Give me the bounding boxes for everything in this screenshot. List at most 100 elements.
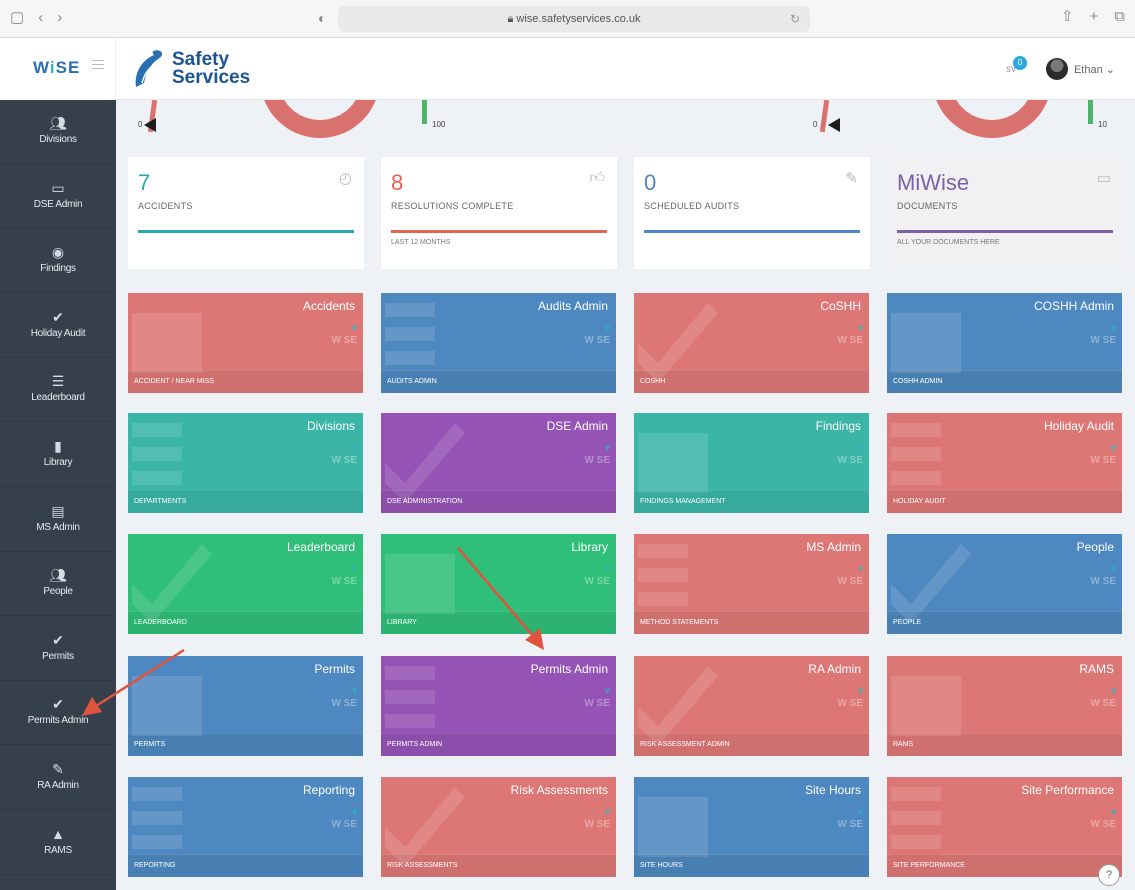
thumbs-up-icon: 👍︎: [589, 169, 605, 186]
notifications-button[interactable]: sv 0: [1006, 56, 1028, 80]
notification-badge: 0: [1012, 56, 1027, 70]
sidebar-item-ms-admin[interactable]: ▤ MS Admin: [0, 488, 116, 552]
people-icon: 👥︎: [49, 567, 67, 584]
stat-card[interactable]: 8 RESOLUTIONS COMPLETE 👍︎ LAST 12 MONTHS: [381, 157, 617, 269]
sidebar-item-label: RAMS: [44, 844, 72, 856]
mouse-icon: ◴: [338, 170, 352, 187]
tile-ms-admin[interactable]: MS Admin ▾ W SE METHOD STATEMENTS: [634, 534, 869, 634]
wise-watermark: ▾ W SE: [331, 564, 357, 587]
tile-background-icon: [385, 303, 435, 365]
stat-progress-rule: [897, 230, 1113, 233]
stat-progress-rule: [138, 230, 354, 233]
tile-risk-assessments[interactable]: Risk Assessments ▾ W SE RISK ASSESSMENTS: [381, 777, 616, 877]
sidebar-item-label: People: [43, 586, 73, 598]
gauge-strip: 0 100 0 10: [116, 100, 1135, 142]
people-icon: 👥︎: [49, 115, 67, 131]
tile-coshh[interactable]: CoSHH ▾ W SE COSHH: [634, 293, 869, 393]
check-icon: ✔: [52, 631, 64, 648]
tile-coshh-admin[interactable]: COSHH Admin ▾ W SE COSHH ADMIN: [887, 293, 1122, 393]
wise-watermark-text: W SE: [837, 455, 863, 466]
tabs-overview-icon[interactable]: ⧉: [1114, 8, 1125, 25]
tile-title: People: [1076, 540, 1114, 554]
privacy-shield-icon[interactable]: ◐: [318, 10, 327, 26]
sidebar-item-people[interactable]: 👥︎ People: [0, 552, 116, 617]
wise-watermark: ▾ W SE: [584, 443, 610, 466]
tile-background-icon: [638, 303, 718, 383]
tile-holiday-audit[interactable]: Holiday Audit ▾ W SE HOLIDAY AUDIT: [887, 413, 1122, 513]
forward-icon[interactable]: ›: [57, 9, 63, 26]
sidebar-item-label: MS Admin: [36, 521, 80, 533]
address-bar[interactable]: 🔒︎ wise.safetyservices.co.uk ↻: [338, 6, 810, 32]
tile-footer: RAMS: [887, 733, 1122, 756]
sidebar-item-label: Findings: [40, 263, 76, 275]
check-icon: ✔: [52, 308, 64, 325]
tile-footer: COSHH: [634, 370, 869, 393]
sidebar-item-library[interactable]: ▮ Library: [0, 423, 116, 487]
tile-findings[interactable]: Findings ▾ W SE FINDINGS MANAGEMENT: [634, 413, 869, 513]
sidebar-item-leaderboard[interactable]: ☰ Leaderboard: [0, 358, 116, 423]
tile-site-hours[interactable]: Site Hours ▾ W SE SITE HOURS: [634, 777, 869, 877]
tile-audits-admin[interactable]: Audits Admin ▾ W SE AUDITS ADMIN: [381, 293, 616, 393]
sidebar-item-ra-admin[interactable]: ✎ RA Admin: [0, 746, 116, 810]
monitor-icon: ▭: [51, 179, 65, 196]
help-button[interactable]: ?: [1098, 864, 1120, 886]
wise-logo[interactable]: WiSE: [33, 58, 81, 77]
tile-title: CoSHH: [820, 299, 861, 313]
tile-permits[interactable]: Permits ▾ W SE PERMITS: [128, 656, 363, 756]
back-icon[interactable]: ‹: [38, 9, 44, 26]
tile-permits-admin[interactable]: Permits Admin ▾ W SE PERMITS ADMIN: [381, 656, 616, 756]
wise-watermark-text: W SE: [837, 698, 863, 709]
tile-rams[interactable]: RAMS ▾ W SE RAMS: [887, 656, 1122, 756]
tile-title: MS Admin: [806, 540, 861, 554]
wise-watermark: ▾ W SE: [584, 686, 610, 709]
user-menu[interactable]: Ethan ⌄: [1045, 58, 1115, 80]
wise-watermark-text: W SE: [1090, 576, 1116, 587]
reload-icon[interactable]: ↻: [789, 12, 800, 26]
company-name-line1: Safety: [172, 49, 230, 70]
wise-watermark-text: W SE: [584, 576, 610, 587]
wise-watermark-text: W SE: [837, 335, 863, 346]
tile-background-icon: [891, 313, 961, 373]
wise-watermark: ▾ W SE: [331, 807, 357, 830]
tile-title: DSE Admin: [546, 419, 608, 433]
stat-value: 0: [644, 170, 657, 195]
folder-icon: ▭: [1096, 170, 1111, 187]
sidebar-item-dse-admin[interactable]: ▭ DSE Admin: [0, 165, 116, 229]
gauge-pointer-icon: [828, 118, 840, 132]
tile-reporting[interactable]: Reporting ▾ W SE REPORTING: [128, 777, 363, 877]
sidebar-item-label: RA Admin: [37, 780, 79, 791]
stat-subtitle: LAST 12 MONTHS: [391, 239, 451, 246]
tile-footer: LEADERBOARD: [128, 611, 363, 634]
new-tab-icon[interactable]: +: [1089, 8, 1099, 25]
sidebar-toggle-icon[interactable]: ▢: [10, 9, 25, 26]
tile-site-performance[interactable]: Site Performance ▾ W SE SITE PERFORMANCE: [887, 777, 1122, 877]
sidebar-item-holiday-audit[interactable]: ✔ Holiday Audit: [0, 294, 116, 358]
sidebar-item-rams[interactable]: ▲ RAMS: [0, 811, 116, 875]
tile-title: Audits Admin: [537, 299, 608, 313]
tile-divisions[interactable]: Divisions ▾ W SE DEPARTMENTS: [128, 413, 363, 513]
tile-library[interactable]: Library ▾ W SE LIBRARY: [381, 534, 616, 634]
sidebar-item-label: Holiday Audit: [30, 327, 86, 339]
tile-footer: DSE ADMINISTRATION: [381, 490, 616, 513]
gauge-ring: [260, 100, 380, 138]
tile-ra-admin[interactable]: RA Admin ▾ W SE RISK ASSESSMENT ADMIN: [634, 656, 869, 756]
wise-watermark: ▾ W SE: [1090, 564, 1116, 587]
edit-icon: ✎: [845, 170, 858, 187]
stat-card[interactable]: 0 SCHEDULED AUDITS ✎: [634, 157, 870, 269]
sidebar-item-permits[interactable]: ✔ Permits: [0, 617, 116, 681]
stat-card[interactable]: MiWise DOCUMENTS ▭ ALL YOUR DOCUMENTS HERE: [887, 157, 1123, 269]
sidebar-item-divisions[interactable]: 👥︎ Divisions: [0, 100, 116, 164]
tile-title: Site Hours: [804, 783, 861, 797]
tile-accidents[interactable]: Accidents ▾ W SE ACCIDENT / NEAR MISS: [128, 293, 363, 393]
stat-card[interactable]: 7 ACCIDENTS ◴: [128, 157, 364, 269]
tile-dse-admin[interactable]: DSE Admin ▾ W SE DSE ADMINISTRATION: [381, 413, 616, 513]
list-icon: ☰: [51, 373, 65, 390]
tile-people[interactable]: People ▾ W SE PEOPLE: [887, 534, 1122, 634]
tile-background-icon: [132, 787, 182, 849]
sidebar-item-permits-admin[interactable]: ✔ Permits Admin: [0, 681, 116, 746]
tile-leaderboard[interactable]: Leaderboard ▾ W SE LEADERBOARD: [128, 534, 363, 634]
share-icon[interactable]: ⇧: [1060, 8, 1074, 25]
tile-background-icon: [891, 544, 971, 624]
sidebar-item-findings[interactable]: ◉ Findings: [0, 229, 116, 294]
hamburger-menu-icon[interactable]: [92, 57, 104, 69]
